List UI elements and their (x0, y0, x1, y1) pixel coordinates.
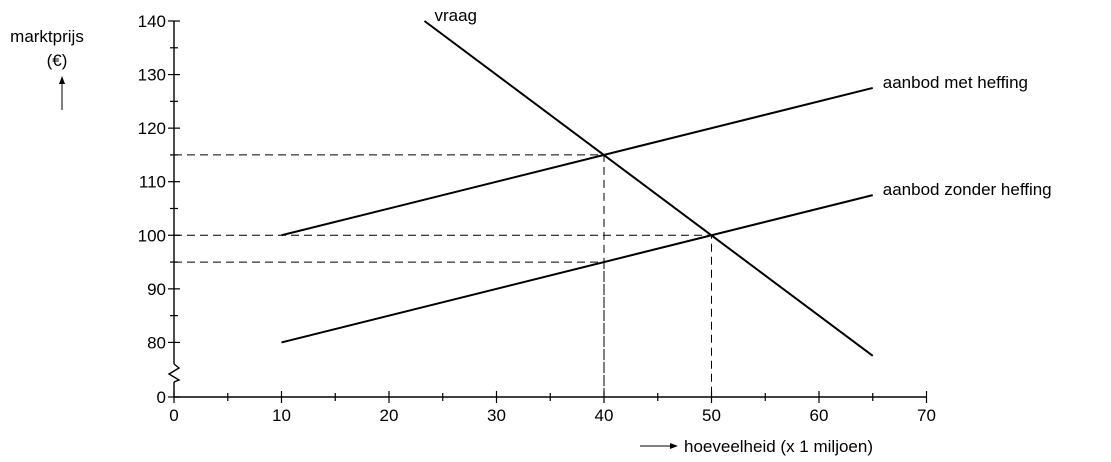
series-label-2: aanbod zonder heffing (883, 180, 1052, 199)
x-axis-label: hoeveelheid (x 1 miljoen) (684, 437, 873, 456)
x-tick-label: 70 (917, 406, 936, 425)
y-tick-label: 0 (157, 388, 166, 407)
y-tick-label: 120 (138, 119, 166, 138)
series-lines (281, 20, 874, 357)
y-tick-label: 140 (138, 12, 166, 31)
guide-line (174, 261, 605, 397)
y-tick-label: 130 (138, 66, 166, 85)
y-axis-label: marktprijs (10, 27, 84, 46)
series-line-0 (423, 20, 874, 357)
y-axis-unit: (€) (47, 51, 68, 70)
x-tick-label: 50 (702, 406, 721, 425)
series-line-2 (281, 194, 873, 344)
x-tick-label: 10 (272, 406, 291, 425)
x-tick-label: 0 (169, 406, 178, 425)
y-tick-label: 110 (139, 173, 166, 192)
guide-line (174, 154, 605, 397)
y-axis-arrow (59, 76, 65, 110)
x-tick-label: 40 (595, 406, 614, 425)
guide-line (174, 234, 712, 397)
tick-labels: 0 80 90 100 110 120 130 140 0 10 20 30 40 50 60 70 (138, 12, 936, 425)
guide-lines (174, 154, 712, 397)
ticks (168, 20, 928, 403)
x-axis-arrow (640, 443, 678, 449)
y-axis-break (167, 363, 181, 383)
series-line-1 (281, 86, 873, 237)
x-tick-label: 60 (810, 406, 829, 425)
y-tick-label: 90 (147, 280, 166, 299)
series-label-0: vraag (434, 6, 477, 25)
x-tick-label: 20 (380, 406, 399, 425)
series-labels: vraag aanbod met heffing aanbod zonder hef… (434, 6, 1051, 199)
series-label-1: aanbod met heffing (883, 73, 1028, 92)
y-tick-label: 80 (147, 333, 166, 352)
y-tick-label: 100 (138, 226, 166, 245)
x-tick-label: 30 (487, 406, 506, 425)
